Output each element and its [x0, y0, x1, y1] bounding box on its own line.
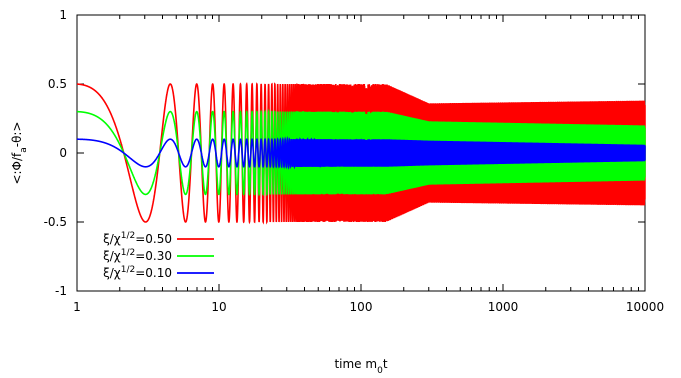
x-tick-label: 100 — [350, 300, 373, 314]
x-axis: 1 10 100 1000 10000 — [73, 15, 664, 314]
y-axis-label-main: <:Φ/f — [10, 152, 24, 185]
x-axis-label: time m0t — [334, 357, 387, 374]
x-tick-label: 1000 — [488, 300, 519, 314]
x-tick-label: 10000 — [626, 300, 664, 314]
y-tick-label: 1 — [59, 8, 67, 22]
legend: ξ/χ1/2=0.50ξ/χ1/2=0.30ξ/χ1/2=0.10 — [103, 231, 214, 280]
series-line-0 — [76, 82, 646, 225]
y-tick-label: 0 — [59, 146, 67, 160]
series-lines — [76, 82, 646, 225]
y-axis-label: <:Φ/fa-θ:> — [10, 121, 29, 184]
legend-label-sup: 1/2 — [121, 265, 135, 275]
series-line-1 — [76, 108, 646, 197]
x-axis-label-tail: t — [383, 357, 388, 371]
legend-label-prefix: ξ/χ — [103, 232, 121, 246]
x-axis-label-main: time m — [334, 357, 377, 371]
y-axis-label-sub: a — [19, 147, 29, 153]
legend-label-prefix: ξ/χ — [103, 249, 121, 263]
legend-label-sup: 1/2 — [121, 248, 135, 258]
legend-label: ξ/χ1/2=0.10 — [103, 265, 172, 280]
legend-label-suffix: =0.50 — [135, 232, 172, 246]
x-tick-label: 10 — [211, 300, 226, 314]
legend-label-suffix: =0.30 — [135, 249, 172, 263]
y-axis-label-tail: -θ:> — [10, 121, 24, 147]
x-tick-label: 1 — [73, 300, 81, 314]
legend-label-suffix: =0.10 — [135, 266, 172, 280]
x-axis-label-sub: 0 — [377, 366, 383, 374]
y-tick-label: -0.5 — [44, 215, 67, 229]
legend-label: ξ/χ1/2=0.30 — [103, 248, 172, 263]
series-line-2 — [76, 136, 646, 170]
y-tick-label: 0.5 — [48, 77, 67, 91]
legend-label: ξ/χ1/2=0.50 — [103, 231, 172, 246]
legend-label-sup: 1/2 — [121, 231, 135, 241]
y-tick-label: -1 — [55, 284, 67, 298]
legend-label-prefix: ξ/χ — [103, 266, 121, 280]
y-axis: -1 -0.5 0 0.5 1 — [44, 8, 645, 298]
